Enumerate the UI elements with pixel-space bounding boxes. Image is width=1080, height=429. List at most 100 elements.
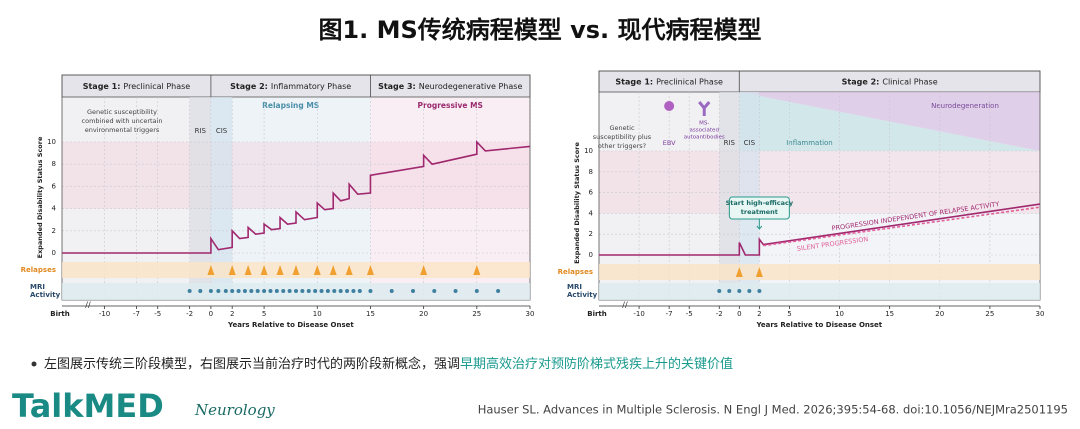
slide-title: 图1. MS传统病程模型 vs. 现代病程模型 [318, 16, 761, 44]
mri-dot [338, 289, 343, 293]
disability-line [62, 140, 531, 254]
stage-title: Stage 3: Neurodegenerative Phase [378, 82, 522, 91]
mri-dot [357, 289, 362, 293]
y-tick-label: 8 [589, 168, 593, 176]
y-tick-label: 4 [52, 205, 57, 213]
y-axis-label: Expanded Disability Status Score [36, 136, 44, 258]
treatment-arrow [756, 219, 763, 230]
mri-dot [198, 289, 203, 293]
x-tick-label: 0 [209, 310, 213, 318]
treatment-label: treatment [741, 208, 778, 216]
mri-dot [325, 289, 330, 293]
mri-label: MRI [567, 283, 582, 291]
x-tick-label: 25 [472, 310, 481, 318]
antibody-icon [698, 101, 711, 116]
mri-row [599, 283, 1040, 300]
y-tick-label: 2 [52, 227, 56, 235]
x-axis-label: Years Relative to Disease Onset [755, 321, 882, 329]
stage-prefix: Stage 1: [83, 82, 121, 91]
disability-line [599, 203, 1041, 256]
mri-dot [281, 289, 286, 293]
citation: Hauser SL. Advances in Multiple Sclerosi… [478, 403, 1068, 417]
stage-name: Clinical Phase [882, 77, 937, 86]
preclinical-note: other triggers? [598, 142, 646, 150]
phase-marker [210, 97, 233, 300]
mri-dot [345, 289, 350, 293]
phase-marker [719, 92, 740, 300]
mri-dot [313, 289, 318, 293]
x-tick-label: -10 [633, 310, 644, 318]
section-name: Neurology [194, 401, 275, 419]
neurodegeneration-label: Neurodegeneration [931, 102, 999, 110]
y-tick-label: 8 [52, 160, 56, 168]
mri-dot [223, 289, 228, 293]
mri-dot [351, 289, 356, 293]
mri-dot [287, 289, 292, 293]
preclinical-note: combined with uncertain [82, 117, 163, 125]
birth-label: Birth [587, 310, 607, 318]
mri-label: Activity [567, 291, 598, 299]
y-tick-label: 2 [589, 230, 593, 238]
stage-title: Stage 2: Inflammatory Phase [230, 82, 351, 91]
relapse-marker [244, 265, 252, 275]
mri-dot [294, 289, 298, 293]
preclinical-note: susceptibility plus [593, 133, 652, 141]
mri-dot [255, 289, 260, 293]
stage-title: Stage 1: Preclinical Phase [615, 77, 723, 86]
y-tick-label: 0 [589, 251, 593, 259]
bullet-dot [31, 361, 37, 367]
mri-dot [249, 289, 254, 293]
relapse-marker [207, 265, 215, 275]
y-tick-label: 4 [589, 209, 594, 217]
relapse-row [599, 264, 1040, 280]
mri-dot [268, 289, 273, 293]
stage-name: Preclinical Phase [656, 77, 723, 86]
x-tick-label: 0 [737, 310, 741, 318]
mri-dot [230, 289, 235, 293]
bullet-main: 左图展示传统三阶段模型，右图展示当前治疗时代的两阶段新概念，强调 [44, 356, 460, 372]
mri-dot [332, 289, 337, 293]
stage-title: Stage 1: Preclinical Phase [83, 82, 191, 91]
x-tick-label: 2 [230, 310, 234, 318]
x-tick-label: -10 [99, 310, 110, 318]
relapse-marker [735, 267, 743, 277]
mri-dot [187, 289, 192, 293]
mri-dot [319, 289, 324, 293]
mri-dot [300, 289, 305, 293]
mri-dot [737, 289, 742, 293]
x-tick-label: -2 [186, 310, 193, 318]
y-axis-label: Expanded Disability Status Score [573, 142, 581, 264]
mri-dot [274, 289, 279, 293]
stage-name: Inflammatory Phase [271, 82, 351, 91]
preclinical-note: Genetic [609, 124, 635, 132]
stage-name: Preclinical Phase [123, 82, 190, 91]
stage-prefix: Stage 2: [842, 77, 880, 86]
stage-prefix: Stage 3: [378, 82, 416, 91]
x-tick-label: 25 [985, 310, 994, 318]
x-tick-label: -5 [686, 310, 693, 318]
phase-marker [189, 97, 211, 300]
bullet-highlight: 早期高效治疗对预防阶梯式残疾上升的关键价值 [460, 356, 733, 372]
mri-dot [717, 289, 722, 293]
ebv-icon [664, 101, 675, 111]
relapse-marker [366, 265, 374, 275]
y-tick-label: 10 [47, 138, 56, 146]
relapse-marker [292, 265, 300, 275]
mri-dot [208, 289, 213, 293]
x-tick-label: 5 [262, 310, 266, 318]
disability-zone [599, 151, 1040, 214]
x-axis-label: Years Relative to Disease Onset [227, 321, 354, 329]
stage-prefix: Stage 2: [230, 82, 268, 91]
antibody-label: associated [690, 128, 719, 134]
y-tick-label: 6 [589, 189, 594, 197]
phase-marker-label: CIS [216, 127, 228, 135]
relapse-marker [313, 265, 321, 275]
bullet-text: 左图展示传统三阶段模型，右图展示当前治疗时代的两阶段新概念，强调早期高效治疗对预… [44, 356, 733, 372]
mri-dot [432, 289, 437, 293]
mri-dot [216, 289, 221, 293]
mri-dot [368, 289, 373, 293]
disability-zone [62, 142, 530, 209]
stage-subtitle: Progressive MS [418, 101, 483, 110]
x-tick-label: 15 [885, 310, 894, 318]
